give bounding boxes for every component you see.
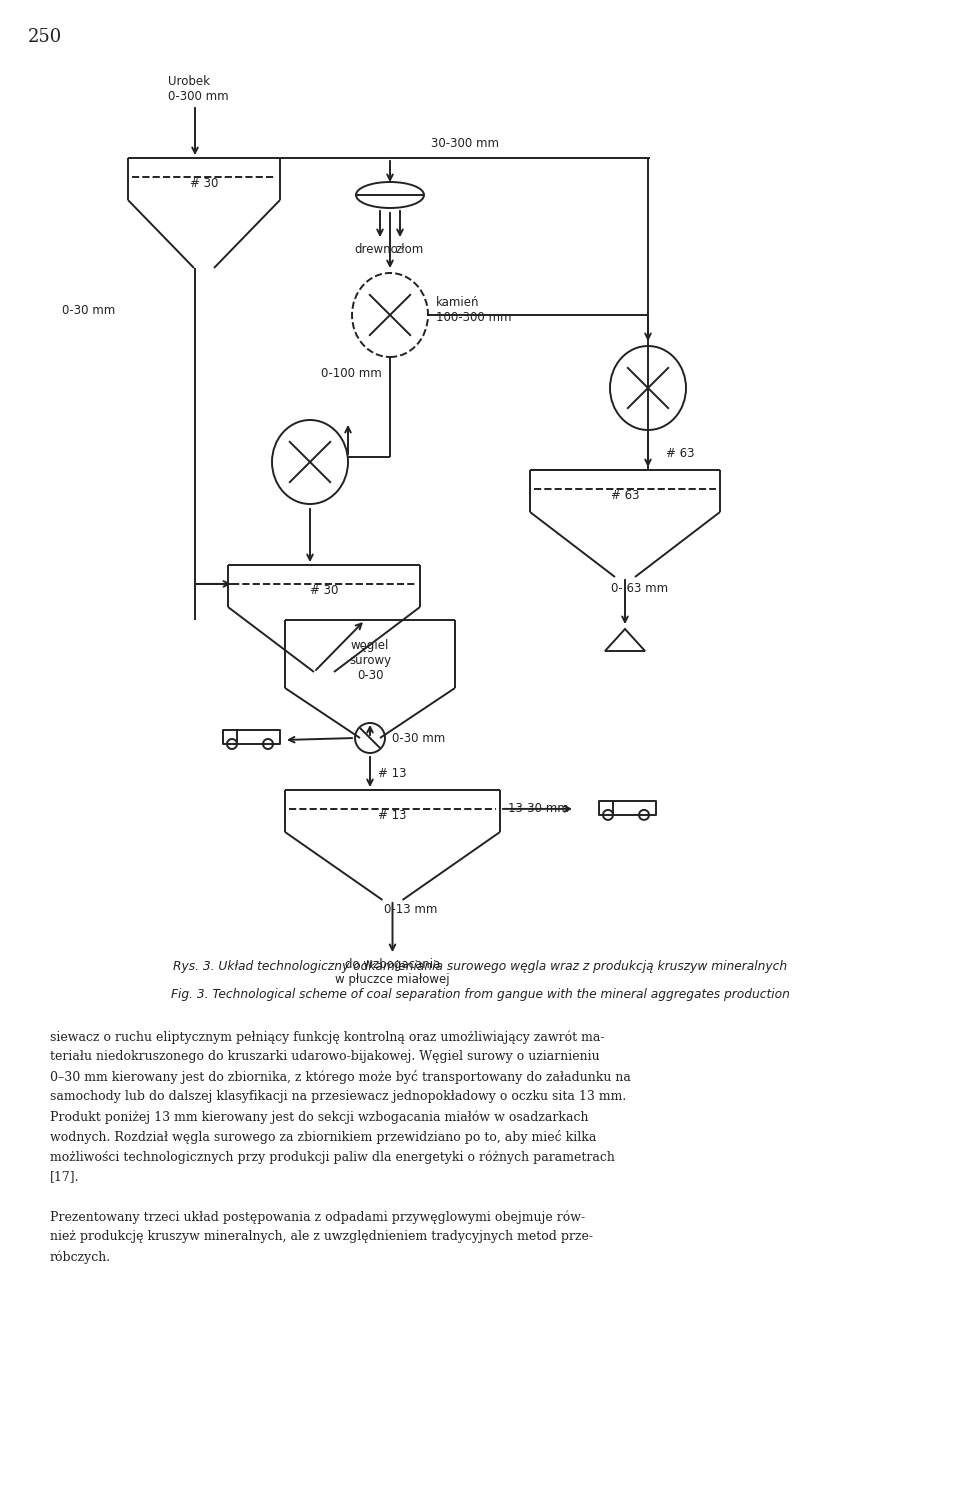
Text: wodnych. Rozdział węgla surowego za zbiornikiem przewidziano po to, aby mieć kil: wodnych. Rozdział węgla surowego za zbio…	[50, 1130, 596, 1144]
Text: Urobek
0-300 mm: Urobek 0-300 mm	[168, 75, 228, 103]
Text: róbczych.: róbczych.	[50, 1250, 111, 1264]
Text: Fig. 3. Technological scheme of coal separation from gangue with the mineral agg: Fig. 3. Technological scheme of coal sep…	[171, 988, 789, 1001]
Text: złom: złom	[396, 243, 424, 256]
Text: 30-300 mm: 30-300 mm	[431, 136, 499, 150]
Text: Produkt poniżej 13 mm kierowany jest do sekcji wzbogacania miałów w osadzarkach: Produkt poniżej 13 mm kierowany jest do …	[50, 1109, 588, 1123]
Text: [17].: [17].	[50, 1171, 80, 1183]
Text: Prezentowany trzeci układ postępowania z odpadami przywęglowymi obejmuje rów-: Prezentowany trzeci układ postępowania z…	[50, 1210, 586, 1223]
Text: # 63: # 63	[611, 489, 639, 502]
Text: 0–30 mm kierowany jest do zbiornika, z którego może być transportowany do załadu: 0–30 mm kierowany jest do zbiornika, z k…	[50, 1070, 631, 1084]
Text: samochody lub do dalszej klasyfikacji na przesiewacz jednopokładowy o oczku sita: samochody lub do dalszej klasyfikacji na…	[50, 1090, 626, 1103]
Text: # 63: # 63	[665, 447, 694, 460]
Text: # 30: # 30	[190, 177, 218, 190]
Text: 0-30 mm: 0-30 mm	[61, 303, 115, 316]
Text: siewacz o ruchu eliptycznym pełniący funkcję kontrolną oraz umożliwiający zawrót: siewacz o ruchu eliptycznym pełniący fun…	[50, 1030, 605, 1043]
Text: 13-30 mm: 13-30 mm	[508, 802, 568, 815]
Text: do wzbogacania
w płuczce miałowej: do wzbogacania w płuczce miałowej	[335, 958, 450, 986]
Text: 0- 63 mm: 0- 63 mm	[612, 582, 668, 595]
Text: 0-13 mm: 0-13 mm	[384, 902, 437, 916]
Text: 0-30 mm: 0-30 mm	[392, 732, 445, 745]
Text: # 13: # 13	[378, 808, 407, 821]
Text: # 13: # 13	[378, 767, 407, 779]
Text: Rys. 3. Układ technologiczny odkamieniania surowego węgla wraz z produkcją krusz: Rys. 3. Układ technologiczny odkamienian…	[173, 959, 787, 973]
Text: teriału niedokruszonego do kruszarki udarowo-bijakowej. Węgiel surowy o uziarnie: teriału niedokruszonego do kruszarki uda…	[50, 1049, 600, 1063]
Text: 250: 250	[28, 28, 62, 46]
Text: możliwości technologicznych przy produkcji paliw dla energetyki o różnych parame: możliwości technologicznych przy produkc…	[50, 1150, 614, 1163]
Text: drewno: drewno	[354, 243, 397, 256]
Text: węgiel
surowy
0-30: węgiel surowy 0-30	[348, 639, 391, 682]
Text: 0-100 mm: 0-100 mm	[322, 367, 382, 381]
Text: # 30: # 30	[310, 583, 338, 597]
Text: kamień
100-300 mm: kamień 100-300 mm	[436, 295, 512, 324]
Text: nież produkcję kruszyw mineralnych, ale z uwzględnieniem tradycyjnych metod prze: nież produkcję kruszyw mineralnych, ale …	[50, 1231, 593, 1243]
